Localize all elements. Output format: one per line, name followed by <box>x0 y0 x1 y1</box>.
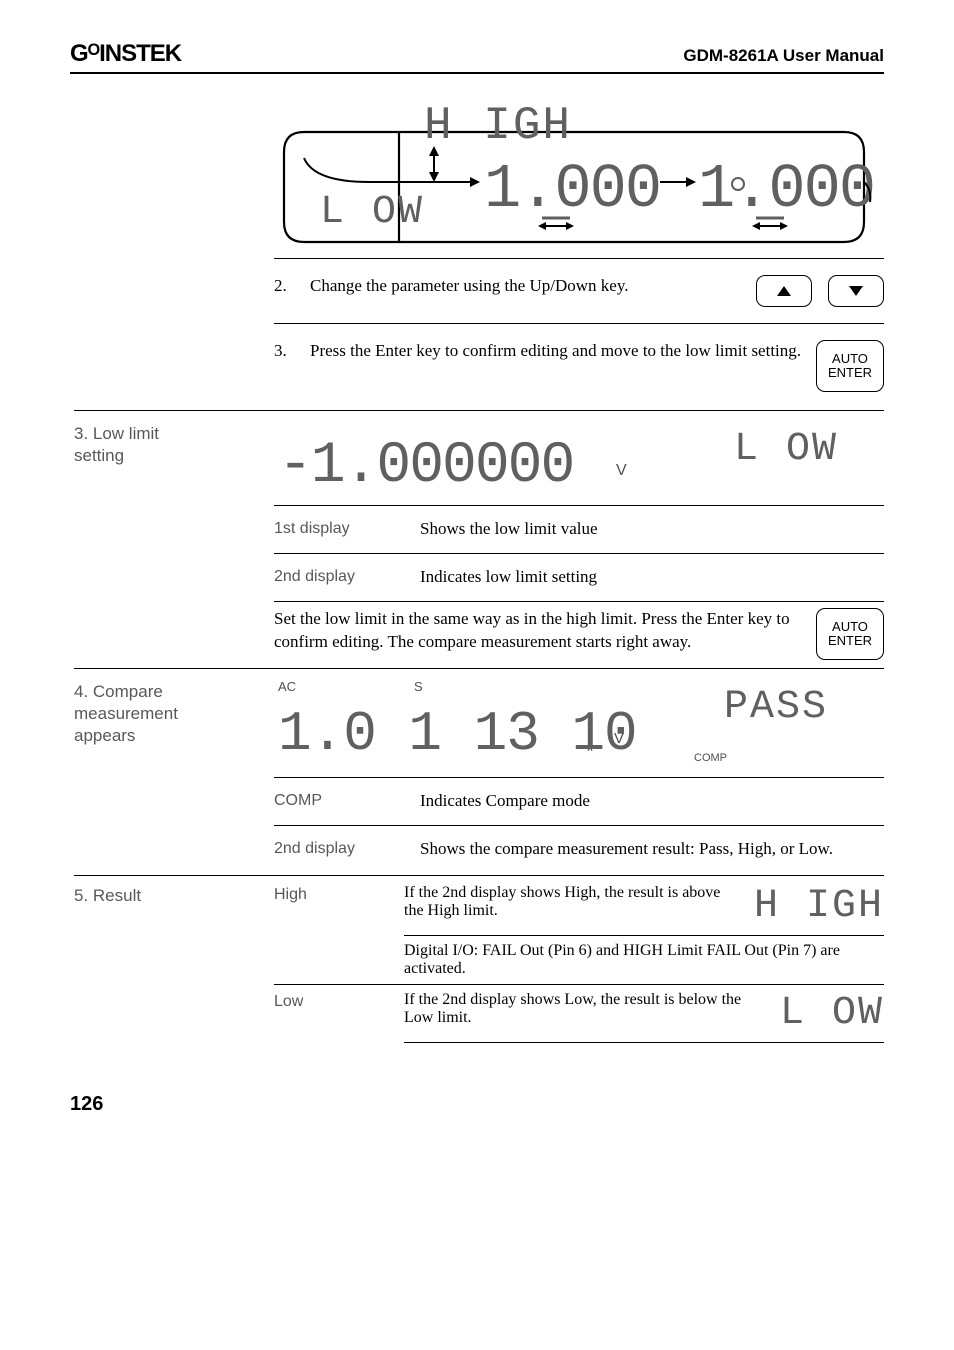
section-heading: measurement <box>74 703 274 725</box>
header: GᴼINSTEK GDM-8261A User Manual <box>70 40 884 74</box>
display-text: Shows the low limit value <box>420 518 884 541</box>
spacer <box>74 560 274 564</box>
page-number: 126 <box>70 1093 884 1116</box>
brand-logo: GᴼINSTEK <box>70 40 181 68</box>
svg-text:PASS: PASS <box>724 685 828 730</box>
result-label: Low <box>274 991 404 1011</box>
svg-text:COMP: COMP <box>694 752 727 764</box>
spacer <box>74 330 274 334</box>
compare-display: AC S 1.0 1 13 10 * V COMP PASS <box>274 677 874 771</box>
spacer <box>74 942 274 944</box>
sec4-header: 4. Compare measurement appears AC S 1.0 … <box>74 677 884 771</box>
spacer <box>74 102 274 106</box>
low-limit-display: -1.000000 V L OW <box>274 419 874 499</box>
result-text: If the 2nd display shows Low, the result… <box>404 991 766 1027</box>
svg-text:H IGH: H IGH <box>424 102 572 152</box>
top-display-svg: H IGH L OW 1.000 1.000 <box>274 102 884 252</box>
key-top: AUTO <box>832 352 868 366</box>
sec4-row2: 2nd display Shows the compare measuremen… <box>74 832 884 867</box>
sec3-para: Set the low limit in the same way as in … <box>74 608 884 660</box>
auto-enter-key: AUTO ENTER <box>816 608 884 660</box>
svg-text:V: V <box>616 462 627 479</box>
display-text: Indicates low limit setting <box>420 566 884 589</box>
divider <box>74 410 884 411</box>
high-seg: H IGH <box>754 884 884 929</box>
top-display-row: H IGH L OW 1.000 1.000 <box>74 102 884 252</box>
comp-label: COMP <box>274 790 390 813</box>
svg-text:1.000: 1.000 <box>698 154 874 225</box>
step-text: Press the Enter key to confirm editing a… <box>310 340 802 363</box>
spacer <box>274 942 404 944</box>
divider <box>74 668 884 669</box>
sec3-header: 3. Low limit setting -1.000000 V L OW <box>74 419 884 499</box>
divider <box>74 875 884 876</box>
divider <box>404 1042 884 1043</box>
spacer <box>74 832 274 836</box>
digital-io-text: Digital I/O: FAIL Out (Pin 6) and HIGH L… <box>404 942 884 978</box>
svg-text:AC: AC <box>278 679 296 694</box>
spacer <box>74 784 274 788</box>
section-heading: 3. Low limit <box>74 423 274 445</box>
divider <box>274 601 884 602</box>
svg-text:-1.000000: -1.000000 <box>278 434 573 499</box>
section-heading: appears <box>74 725 274 747</box>
display-label: 1st display <box>274 518 390 541</box>
step-num: 2. <box>274 275 296 298</box>
svg-text:1.0 1 13 10: 1.0 1 13 10 <box>278 702 637 766</box>
display-label: 2nd display <box>274 838 390 861</box>
display-label: 2nd display <box>274 566 390 589</box>
divider <box>274 258 884 259</box>
svg-text:L OW: L OW <box>320 190 424 235</box>
divider <box>274 777 884 778</box>
spacer <box>74 265 274 269</box>
sec4-row1: COMP Indicates Compare mode <box>74 784 884 819</box>
spacer <box>74 512 274 516</box>
divider <box>274 323 884 324</box>
spacer <box>74 991 274 993</box>
key-bot: ENTER <box>828 366 872 380</box>
sec5-low: Low If the 2nd display shows Low, the re… <box>74 991 884 1036</box>
divider <box>274 553 884 554</box>
spacer <box>74 608 274 612</box>
divider <box>274 984 884 985</box>
content: H IGH L OW 1.000 1.000 <box>70 102 884 1043</box>
key-bot: ENTER <box>828 634 872 648</box>
auto-enter-key: AUTO ENTER <box>816 340 884 392</box>
section-heading: 5. Result <box>74 884 274 906</box>
up-key <box>756 275 812 307</box>
step-text: Change the parameter using the Up/Down k… <box>310 275 742 298</box>
sec3-row1: 1st display Shows the low limit value <box>74 512 884 547</box>
divider <box>274 505 884 506</box>
display-text: Shows the compare measurement result: Pa… <box>420 838 884 861</box>
svg-text:L OW: L OW <box>734 427 838 472</box>
step3-row: 3. Press the Enter key to confirm editin… <box>74 330 884 402</box>
svg-text:V: V <box>614 730 624 747</box>
svg-text:1.000: 1.000 <box>484 154 660 225</box>
result-label: High <box>274 884 404 904</box>
low-seg: L OW <box>780 991 884 1036</box>
key-top: AUTO <box>832 620 868 634</box>
down-key <box>828 275 884 307</box>
divider <box>274 825 884 826</box>
svg-text:*: * <box>584 743 596 766</box>
svg-text:S: S <box>414 679 423 694</box>
result-text: If the 2nd display shows High, the resul… <box>404 884 740 920</box>
page: GᴼINSTEK GDM-8261A User Manual H IGH L O… <box>0 0 954 1146</box>
step-num: 3. <box>274 340 296 363</box>
sec3-row2: 2nd display Indicates low limit setting <box>74 560 884 595</box>
sec5-high: 5. Result High If the 2nd display shows … <box>74 884 884 929</box>
section-heading: 4. Compare <box>74 681 274 703</box>
paragraph: Set the low limit in the same way as in … <box>274 608 796 654</box>
section-heading: setting <box>74 445 274 467</box>
step2-row: 2. Change the parameter using the Up/Dow… <box>74 265 884 317</box>
divider <box>404 935 884 936</box>
sec5-high-digital: Digital I/O: FAIL Out (Pin 6) and HIGH L… <box>74 942 884 978</box>
comp-text: Indicates Compare mode <box>420 790 884 813</box>
manual-title: GDM-8261A User Manual <box>683 46 884 66</box>
